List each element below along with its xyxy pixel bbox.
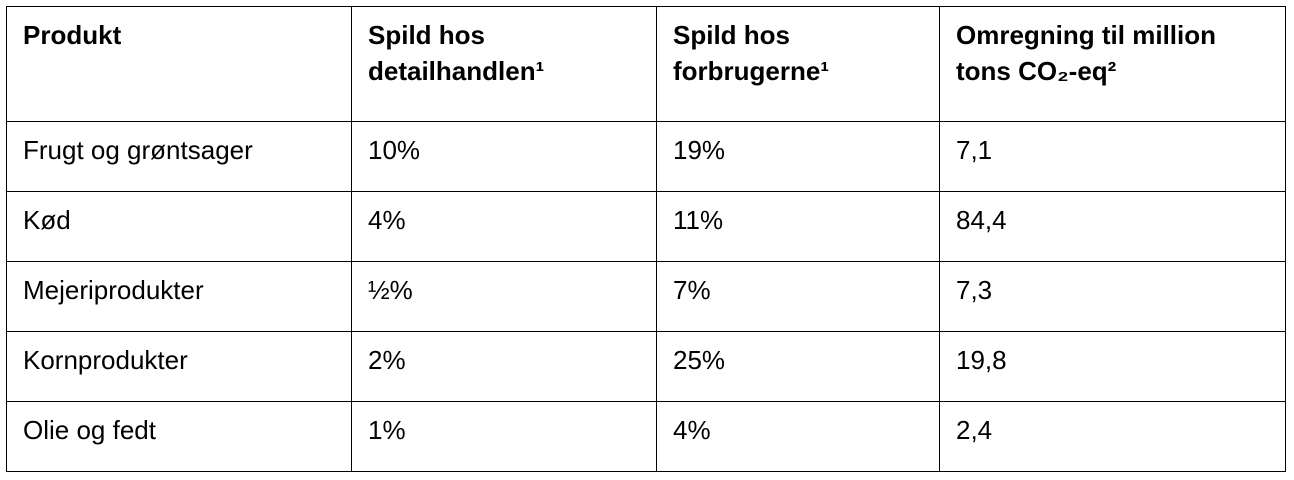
table-row: Olie og fedt 1% 4% 2,4	[6, 401, 1286, 472]
table-cell: 4%	[656, 401, 940, 472]
table-cell: 2%	[351, 331, 657, 402]
table-cell: ½%	[351, 261, 657, 332]
table-cell: Frugt og grøntsager	[6, 121, 352, 192]
header-text: Omregning til million	[956, 20, 1216, 50]
table-cell: Kød	[6, 191, 352, 262]
table-cell: 10%	[351, 121, 657, 192]
table-cell: Olie og fedt	[6, 401, 352, 472]
header-text: Spild hos	[673, 20, 790, 50]
table-row: Kød 4% 11% 84,4	[6, 191, 1286, 262]
table-cell: 7%	[656, 261, 940, 332]
table-cell: 25%	[656, 331, 940, 402]
table-cell: 4%	[351, 191, 657, 262]
table-cell: 2,4	[939, 401, 1286, 472]
header-cell: Spild hos detailhandlen¹	[351, 6, 657, 122]
table-cell: 19%	[656, 121, 940, 192]
data-table: Produkt Spild hos detailhandlen¹ Spild hos f…	[6, 6, 1286, 472]
table-cell: 19,8	[939, 331, 1286, 402]
table-row: Kornprodukter 2% 25% 19,8	[6, 331, 1286, 402]
table-cell: 7,3	[939, 261, 1286, 332]
header-row: Produkt Spild hos detailhandlen¹ Spild hos f…	[6, 6, 1286, 122]
table-cell: Mejeriprodukter	[6, 261, 352, 332]
header-text: Produkt	[23, 20, 122, 50]
table-cell: Kornprodukter	[6, 331, 352, 402]
table-row: Mejeriprodukter ½% 7% 7,3	[6, 261, 1286, 332]
table-cell: 11%	[656, 191, 940, 262]
header-cell: Produkt	[6, 6, 352, 122]
header-cell: Omregning til million tons CO₂-eq²	[939, 6, 1286, 122]
table-cell: 1%	[351, 401, 657, 472]
header-text: detailhandlen¹	[368, 56, 545, 86]
header-text: forbrugerne¹	[673, 56, 829, 86]
header-text: tons CO₂-eq²	[956, 56, 1117, 86]
header-text: Spild hos	[368, 20, 485, 50]
header-cell: Spild hos forbrugerne¹	[656, 6, 940, 122]
table-cell: 7,1	[939, 121, 1286, 192]
table-row: Frugt og grøntsager 10% 19% 7,1	[6, 121, 1286, 192]
table-cell: 84,4	[939, 191, 1286, 262]
